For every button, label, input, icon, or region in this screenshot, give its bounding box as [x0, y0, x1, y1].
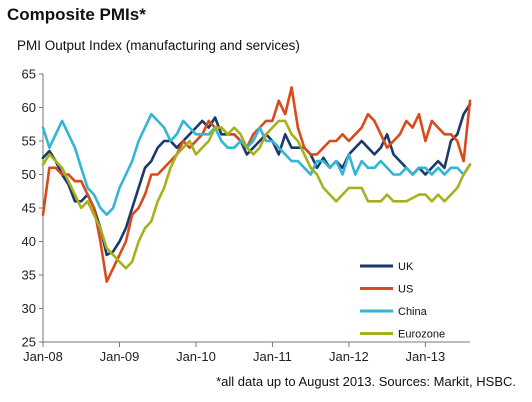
legend-label-eurozone: Eurozone: [398, 329, 445, 341]
y-tick-label: 30: [22, 301, 36, 316]
x-tick-label: Jan-12: [329, 349, 369, 364]
legend: UK US China Eurozone: [360, 261, 445, 341]
y-tick-label: 60: [22, 100, 36, 115]
x-tick-label: Jan-08: [23, 349, 63, 364]
series-line-china: [41, 112, 472, 216]
y-tick-label: 35: [22, 268, 36, 283]
series-layer: [41, 86, 472, 284]
y-tick-label: 55: [22, 134, 36, 149]
x-tick-label: Jan-09: [100, 349, 140, 364]
x-tick-label: Jan-11: [253, 349, 292, 364]
chart-title: Composite PMIs*: [7, 5, 146, 24]
x-tick-label: Jan-13: [406, 349, 446, 364]
x-tick-label: Jan-10: [176, 349, 216, 364]
y-tick-label: 65: [22, 67, 36, 82]
legend-label-uk: UK: [398, 261, 414, 273]
legend-label-us: US: [398, 284, 413, 296]
series-line-us: [41, 86, 472, 284]
legend-label-china: China: [398, 306, 428, 318]
axes: 25 30 35 40 45 50 55 60 65 Jan-08 Jan-09 Jan-10 Jan-…: [22, 67, 470, 364]
footnote: *all data up to August 2013. Sources: Ma…: [216, 374, 516, 389]
series-line-eurozone: [41, 119, 472, 270]
y-tick-label: 50: [22, 167, 36, 182]
series-line-uk: [41, 102, 472, 257]
y-tick-label: 45: [22, 201, 36, 216]
y-tick-label: 25: [22, 335, 36, 350]
y-tick-label: 40: [22, 234, 36, 249]
chart-subtitle: PMI Output Index (manufacturing and serv…: [17, 38, 300, 53]
